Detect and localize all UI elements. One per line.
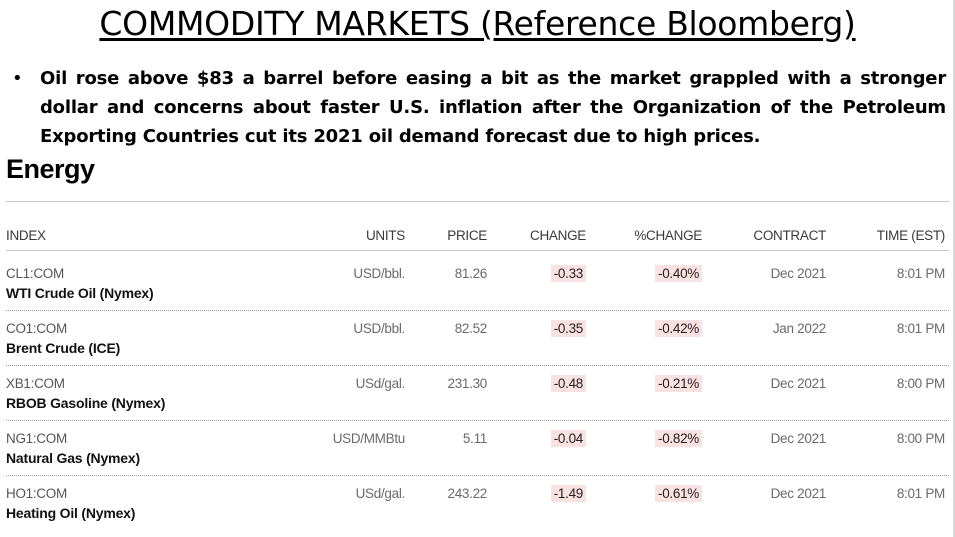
row-divider [6,420,949,421]
row-name[interactable]: Brent Crude (ICE) [6,340,121,356]
row-pct-change: -0.82% [655,430,702,447]
row-divider [6,475,949,476]
row-ticker[interactable]: HO1:COM [6,486,67,501]
row-price: 82.52 [454,321,488,336]
row-name[interactable]: Heating Oil (Nymex) [6,505,136,521]
row-time: 8:01 PM [896,266,945,281]
col-pct-change[interactable]: %CHANGE [634,228,702,243]
row-change: -0.04 [550,430,586,447]
row-time: 8:00 PM [896,376,945,391]
bullet-paragraph: • Oil rose above $83 a barrel before eas… [8,64,946,151]
row-name[interactable]: Natural Gas (Nymex) [6,450,140,466]
slide-edge [953,0,955,537]
bullet-icon: • [12,68,23,89]
row-change: -0.35 [550,320,586,337]
energy-heading: Energy [6,154,95,184]
col-units[interactable]: UNITS [365,228,405,243]
slide-title: COMMODITY MARKETS (Reference Bloomberg) [99,4,856,43]
row-pct-change: -0.61% [655,485,702,502]
table-header: INDEX UNITS PRICE CHANGE %CHANGE CONTRAC… [6,224,949,251]
row-contract: Dec 2021 [770,486,827,501]
row-name[interactable]: RBOB Gasoline (Nymex) [6,395,166,411]
row-price: 243.22 [447,486,488,501]
row-price: 5.11 [462,431,487,446]
col-price[interactable]: PRICE [447,228,487,243]
row-pct-change: -0.42% [655,320,702,337]
row-name[interactable]: WTI Crude Oil (Nymex) [6,285,154,301]
table-row[interactable]: HO1:COM Heating Oil (Nymex) USd/gal. 243… [6,476,949,531]
row-divider [6,365,949,366]
row-contract: Dec 2021 [770,266,827,281]
row-units: USD/bbl. [353,321,405,336]
table-row[interactable]: XB1:COM RBOB Gasoline (Nymex) USd/gal. 2… [6,366,949,421]
bullet-text: Oil rose above $83 a barrel before easin… [40,68,946,147]
col-change[interactable]: CHANGE [530,228,586,243]
row-price: 81.26 [454,266,488,281]
table-row[interactable]: NG1:COM Natural Gas (Nymex) USD/MMBtu 5.… [6,421,949,476]
col-index[interactable]: INDEX [6,228,46,243]
row-change: -0.33 [550,265,586,282]
heading-divider [6,201,949,202]
col-contract[interactable]: CONTRACT [753,228,826,243]
row-units: USD/bbl. [353,266,405,281]
row-time: 8:01 PM [896,321,945,336]
row-contract: Dec 2021 [770,376,827,391]
row-price: 231.30 [447,376,488,391]
row-change: -1.49 [550,485,586,502]
row-divider [6,310,949,311]
table-row[interactable]: CL1:COM WTI Crude Oil (Nymex) USD/bbl. 8… [6,256,949,311]
energy-panel: Energy INDEX UNITS PRICE CHANGE %CHANGE … [0,150,955,537]
row-ticker[interactable]: CL1:COM [6,266,64,281]
row-change: -0.48 [550,375,586,392]
row-contract: Dec 2021 [770,431,827,446]
row-units: USd/gal. [355,376,406,391]
row-pct-change: -0.21% [655,375,702,392]
row-ticker[interactable]: XB1:COM [6,376,65,391]
row-time: 8:00 PM [896,431,945,446]
row-pct-change: -0.40% [655,265,702,282]
col-time[interactable]: TIME (EST) [876,228,946,243]
row-ticker[interactable]: CO1:COM [6,321,67,336]
row-ticker[interactable]: NG1:COM [6,431,67,446]
row-units: USd/gal. [355,486,406,501]
row-units: USD/MMBtu [332,431,406,446]
row-time: 8:01 PM [896,486,945,501]
table-row[interactable]: CO1:COM Brent Crude (ICE) USD/bbl. 82.52… [6,311,949,366]
row-contract: Jan 2022 [772,321,826,336]
